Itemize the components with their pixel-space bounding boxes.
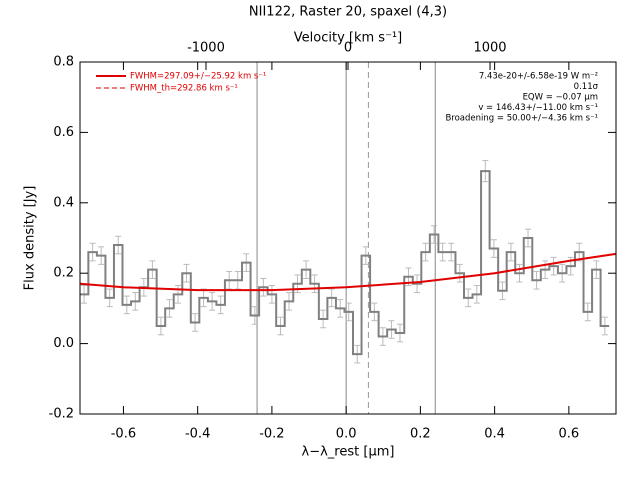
y-tick-label: 0.8 <box>53 55 74 70</box>
fit-line <box>79 252 617 292</box>
annotation: 0.11σ <box>574 82 599 92</box>
spectrum <box>80 170 610 356</box>
x2-tick-label: 0 <box>344 41 352 56</box>
y-tick-label: 0.6 <box>53 125 74 140</box>
y-axis-label: Flux density [Jy] <box>23 186 38 291</box>
legend-label: FWHM_th=292.86 km s⁻¹ <box>130 84 238 94</box>
x-tick-label: -0.4 <box>185 427 210 442</box>
legend-label: FWHM=297.09+/−25.92 km s⁻¹ <box>130 72 266 82</box>
x-tick-label: 0.0 <box>336 427 357 442</box>
annotation: 7.43e-20+/-6.58e-19 W m⁻² <box>479 72 598 82</box>
annotation: EQW = −0.07 μm <box>523 93 598 103</box>
x-tick-label: -0.2 <box>259 427 284 442</box>
y-tick-label: 0.4 <box>53 195 74 210</box>
y-tick-label: -0.2 <box>49 407 74 422</box>
x-tick-label: 0.2 <box>410 427 431 442</box>
x-axis-label: λ−λ_rest [μm] <box>302 445 395 460</box>
x2-tick-label: -1000 <box>187 41 225 56</box>
annotation: Broadening = 50.00+/−4.36 km s⁻¹ <box>445 114 598 124</box>
x2-axis-label: Velocity [km s⁻¹] <box>294 31 402 46</box>
x2-tick-label: 1000 <box>473 41 506 56</box>
annotation: v = 146.43+/−11.00 km s⁻¹ <box>478 103 598 113</box>
chart-title: NII122, Raster 20, spaxel (4,3) <box>249 5 447 20</box>
x-tick-label: 0.4 <box>484 427 505 442</box>
x-tick-label: -0.6 <box>111 427 136 442</box>
y-tick-label: 0.2 <box>53 266 74 281</box>
x-tick-label: 0.6 <box>559 427 580 442</box>
y-tick-label: 0.0 <box>53 336 74 351</box>
